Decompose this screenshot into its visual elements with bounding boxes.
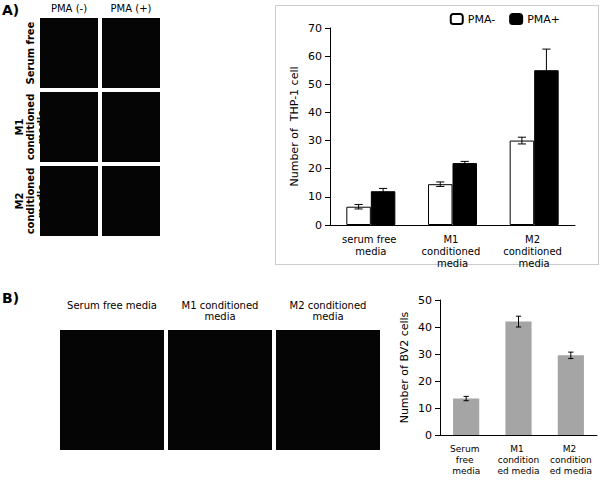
html-text:Serum free: Serum free [24,21,36,85]
svg-text:media: media [355,246,386,257]
svg-text:conditioned: conditioned [503,246,565,257]
svg-text:free: free [456,455,477,465]
svg-text:40: 40 [308,106,322,119]
svg-text:serum free: serum free [342,234,400,245]
svg-text:ed media: ed media [497,466,539,476]
svg-text:10: 10 [308,190,322,203]
svg-text:condition: condition [550,455,592,465]
svg-text:30: 30 [308,134,322,147]
svg-text:media: media [437,258,468,269]
svg-text:media: media [452,466,480,476]
svg-text:M1: M1 [510,444,526,454]
html-text:M2 conditioned media: M2 conditioned media [289,300,367,322]
svg-text:conditioned: conditioned [422,246,484,257]
html-text:Serum free media: Serum free media [67,300,157,311]
svg-text:40: 40 [418,321,432,334]
svg-text:M2: M2 [563,444,579,454]
html-text:PMA (-): PMA (-) [51,3,87,14]
svg-text:30: 30 [418,348,432,361]
svg-text:PMA-: PMA- [468,13,495,26]
svg-text:0: 0 [425,429,432,442]
svg-text:Number of THP-1 cell: Number of THP-1 cell [288,66,301,186]
svg-text:60: 60 [308,50,322,63]
svg-text:70: 70 [308,22,322,35]
svg-text:Serum: Serum [450,444,482,454]
html-text:M2 conditioned media: M2 conditioned media [13,167,47,235]
html-text:A): A) [2,2,20,18]
html-text:M1 conditioned media: M1 conditioned media [13,93,47,161]
svg-text:condition: condition [498,455,540,465]
html-text:PMA (+): PMA (+) [110,3,152,14]
svg-text:media: media [519,258,550,269]
svg-text:M1: M1 [443,234,461,245]
html-text:M1 conditioned media: M1 conditioned media [181,300,259,322]
svg-text:20: 20 [308,162,322,175]
svg-text:50: 50 [418,294,432,307]
svg-text:PMA+: PMA+ [527,13,560,26]
svg-text:ed media: ed media [550,466,592,476]
html-text:B): B) [2,290,20,306]
svg-text:M2: M2 [525,234,543,245]
svg-text:10: 10 [418,402,432,415]
svg-text:Number of BV2 cells: Number of BV2 cells [398,311,411,423]
svg-text:20: 20 [418,375,432,388]
svg-text:0: 0 [315,219,322,232]
svg-text:50: 50 [308,78,322,91]
